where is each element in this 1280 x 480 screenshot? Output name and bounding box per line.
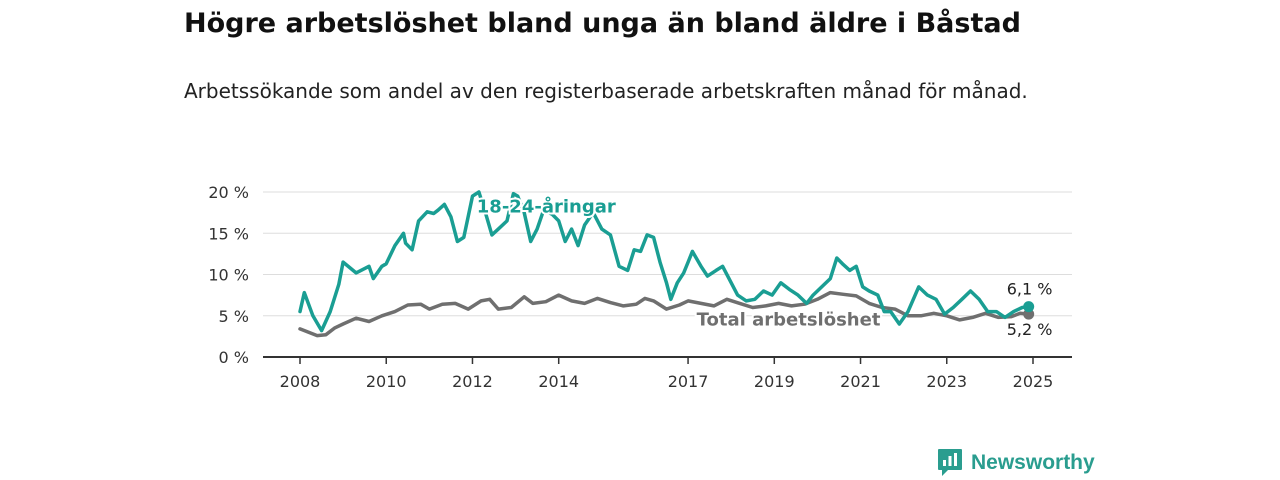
x-tick-label: 2008 — [280, 372, 321, 391]
x-tick-label: 2012 — [452, 372, 493, 391]
x-tick-label: 2014 — [538, 372, 579, 391]
total-series-line — [298, 290, 1031, 338]
y-tick-label: 10 % — [208, 266, 249, 285]
y-tick-label: 20 % — [208, 183, 249, 202]
x-tick-label: 2019 — [754, 372, 795, 391]
youth-series-label: 18-24-åringar — [477, 196, 616, 218]
x-tick-label: 2023 — [926, 372, 967, 391]
x-tick-label: 2010 — [366, 372, 407, 391]
total-series-label: Total arbetslöshet — [697, 310, 881, 331]
brand-logo[interactable]: Newsworthy — [937, 448, 1095, 478]
youth-series-line — [298, 190, 1031, 333]
x-tick-label: 2025 — [1013, 372, 1054, 391]
x-tick-label: 2021 — [840, 372, 881, 391]
total-end-value-label: 5,2 % — [1007, 320, 1053, 339]
y-tick-label: 0 % — [219, 348, 249, 367]
y-tick-label: 5 % — [219, 307, 249, 326]
chart-subtitle: Arbetssökande som andel av den registerb… — [184, 79, 1028, 103]
chart-title: Högre arbetslöshet bland unga än bland ä… — [184, 8, 1021, 39]
brand-name: Newsworthy — [971, 451, 1095, 474]
y-tick-label: 15 % — [208, 224, 249, 243]
x-tick-label: 2017 — [668, 372, 709, 391]
youth-end-value-label: 6,1 % — [1007, 280, 1053, 299]
bar-chart-speech-icon — [938, 449, 962, 476]
youth-end-point — [1023, 301, 1035, 313]
